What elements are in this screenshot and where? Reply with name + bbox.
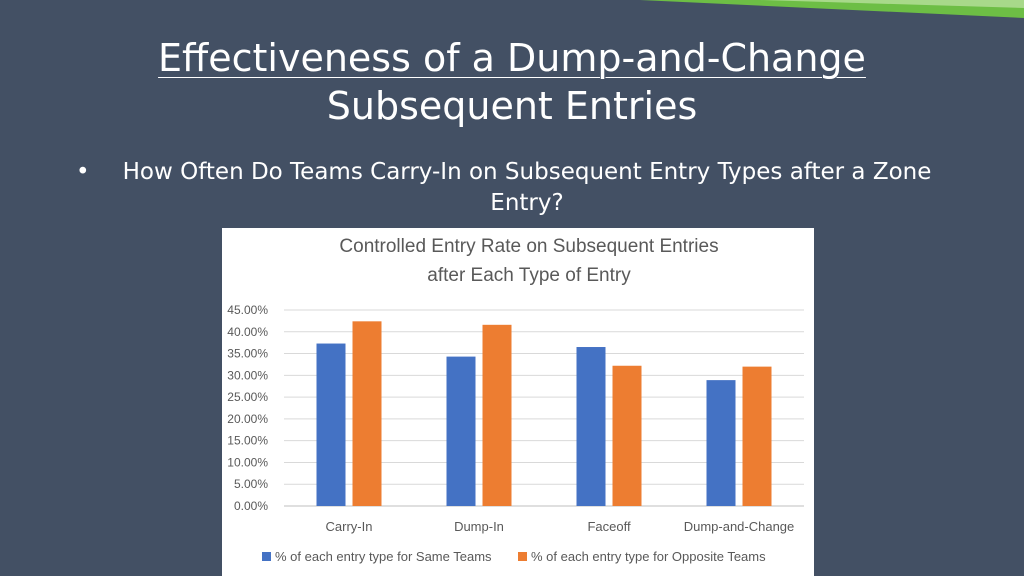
bar-same-teams bbox=[316, 343, 346, 506]
x-tick-label: Dump-and-Change bbox=[684, 519, 795, 534]
slide-title-line2: Subsequent Entries bbox=[326, 84, 698, 128]
y-tick-label: 10.00% bbox=[227, 455, 268, 469]
y-tick-label: 35.00% bbox=[227, 347, 268, 361]
chart-bars bbox=[316, 321, 772, 506]
bar-same-teams bbox=[576, 347, 606, 506]
y-tick-label: 15.00% bbox=[227, 434, 268, 448]
y-tick-label: 20.00% bbox=[227, 412, 268, 426]
bar-chart: Controlled Entry Rate on Subsequent Entr… bbox=[227, 236, 804, 564]
accent-stripe-light bbox=[760, 0, 1024, 8]
legend-swatch bbox=[262, 552, 271, 561]
bullet-text: How Often Do Teams Carry-In on Subsequen… bbox=[122, 159, 932, 216]
bar-opposite-teams bbox=[742, 366, 772, 506]
y-tick-label: 25.00% bbox=[227, 390, 268, 404]
bar-opposite-teams bbox=[352, 321, 382, 506]
x-tick-label: Carry-In bbox=[326, 519, 373, 534]
y-tick-label: 30.00% bbox=[227, 368, 268, 382]
bullet-point: • How Often Do Teams Carry-In on Subsequ… bbox=[76, 157, 956, 219]
accent-stripe bbox=[640, 0, 1024, 18]
x-axis: Carry-In Dump-In Faceoff Dump-and-Change bbox=[326, 519, 795, 534]
x-tick-label: Faceoff bbox=[587, 519, 631, 534]
y-tick-label: 40.00% bbox=[227, 325, 268, 339]
chart-title-line2: after Each Type of Entry bbox=[427, 265, 631, 286]
legend-label: % of each entry type for Same Teams bbox=[275, 549, 492, 564]
chart-legend: % of each entry type for Same Teams % of … bbox=[262, 549, 766, 564]
bullet-dot-icon: • bbox=[76, 159, 90, 185]
y-axis: 0.00% 5.00% 10.00% 15.00% 20.00% 25.00% 30.00%… bbox=[227, 303, 268, 513]
legend-label: % of each entry type for Opposite Teams bbox=[531, 549, 766, 564]
bar-opposite-teams bbox=[482, 324, 512, 506]
y-tick-label: 0.00% bbox=[234, 499, 268, 513]
y-tick-label: 45.00% bbox=[227, 303, 268, 317]
chart-title-line1: Controlled Entry Rate on Subsequent Entr… bbox=[339, 236, 718, 257]
slide-title: Effectiveness of a Dump-and-Change Subse… bbox=[0, 34, 1024, 130]
slide-title-line1: Effectiveness of a Dump-and-Change bbox=[158, 36, 866, 80]
bar-opposite-teams bbox=[612, 365, 642, 506]
chart-container: Controlled Entry Rate on Subsequent Entr… bbox=[222, 228, 814, 576]
y-tick-label: 5.00% bbox=[234, 477, 268, 491]
x-tick-label: Dump-In bbox=[454, 519, 504, 534]
bar-same-teams bbox=[706, 380, 736, 506]
bar-same-teams bbox=[446, 356, 476, 506]
legend-swatch bbox=[518, 552, 527, 561]
